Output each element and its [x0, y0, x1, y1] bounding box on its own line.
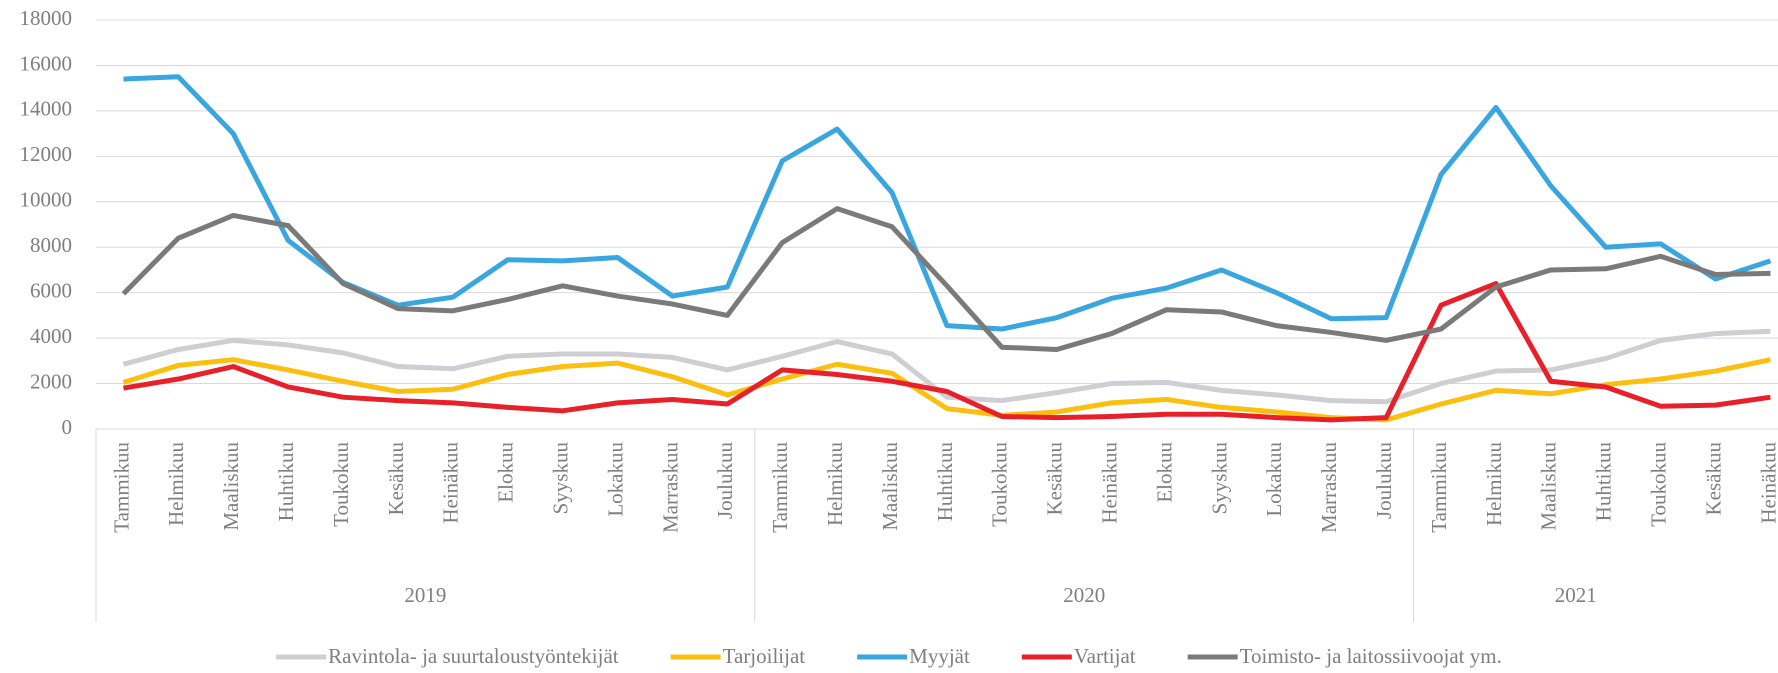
- x-tick-label: Helmikuu: [1482, 442, 1506, 526]
- x-tick-label: Marraskuu: [658, 442, 682, 533]
- series-line: [123, 74, 1772, 332]
- x-tick-label: Maaliskuu: [219, 442, 243, 531]
- y-tick-label: 8000: [30, 233, 72, 257]
- x-tick-label: Syyskuu: [548, 442, 572, 515]
- x-tick-label: Huhtikuu: [1592, 442, 1616, 522]
- x-tick-label: Kesäkuu: [384, 442, 408, 516]
- legend-item: Tarjoilijat: [670, 644, 806, 668]
- legend-item: Vartijat: [1021, 644, 1136, 668]
- y-tick-label: 0: [62, 415, 73, 439]
- series-line: [121, 206, 1771, 352]
- x-tick-label: Huhtikuu: [933, 442, 957, 522]
- legend-item: Toimisto- ja laitossiivoojat ym.: [1187, 644, 1502, 668]
- y-tick-label: 6000: [30, 278, 72, 302]
- plot-area: [121, 74, 1772, 423]
- x-tick-label: Syyskuu: [1207, 442, 1231, 515]
- series-line: [122, 328, 1771, 405]
- x-tick-label: Helmikuu: [164, 442, 188, 526]
- legend-label: Toimisto- ja laitossiivoojat ym.: [1240, 644, 1502, 668]
- x-tick-label: Elokuu: [1152, 442, 1176, 503]
- x-tick-label: Toukokuu: [1646, 442, 1670, 527]
- x-tick-label: Toukokuu: [988, 442, 1012, 527]
- legend: Ravintola- ja suurtaloustyöntekijät Tarjo…: [276, 644, 1502, 668]
- y-tick-label: 14000: [20, 97, 73, 121]
- x-tick-label: Kesäkuu: [1701, 442, 1725, 516]
- x-tick-label: Tammikuu: [1427, 442, 1451, 533]
- y-tick-label: 12000: [20, 142, 73, 166]
- year-label: 2021: [1555, 583, 1597, 607]
- y-tick-label: 2000: [30, 369, 72, 393]
- x-tick-label: Joulukuu: [1372, 442, 1396, 520]
- x-tick-label: Marraskuu: [1317, 442, 1341, 533]
- x-tick-label: Tammikuu: [109, 442, 133, 533]
- y-tick-label: 10000: [20, 188, 73, 212]
- legend-label: Vartijat: [1074, 644, 1136, 668]
- legend-label: Myyjät: [909, 644, 970, 668]
- x-tick-label: Toukokuu: [329, 442, 353, 527]
- series-line: [122, 357, 1771, 423]
- x-tick-label: Joulukuu: [713, 442, 737, 520]
- x-tick-label: Lokakuu: [1262, 442, 1286, 517]
- x-tick-label: Kesäkuu: [1043, 442, 1067, 516]
- x-tick-label: Heinäkuu: [439, 442, 463, 524]
- y-tick-label: 18000: [20, 6, 73, 30]
- legend-label: Tarjoilijat: [723, 644, 806, 668]
- x-tick-label: Lokakuu: [603, 442, 627, 517]
- x-tick-label: Helmikuu: [823, 442, 847, 526]
- x-tick-label: Huhtikuu: [274, 442, 298, 522]
- legend-item: Ravintola- ja suurtaloustyöntekijät: [276, 644, 619, 668]
- x-tick-label: Maaliskuu: [1537, 442, 1561, 531]
- x-tick-label: Elokuu: [494, 442, 518, 503]
- x-tick-label: Maaliskuu: [878, 442, 902, 531]
- series-line: [123, 281, 1771, 423]
- y-tick-label: 16000: [20, 51, 73, 75]
- legend-item: Myyjät: [857, 644, 970, 668]
- year-label: 2019: [404, 583, 446, 607]
- y-tick-label: 4000: [30, 324, 72, 348]
- year-label: 2020: [1063, 583, 1105, 607]
- x-tick-label: Heinäkuu: [1097, 442, 1121, 524]
- legend-label: Ravintola- ja suurtaloustyöntekijät: [328, 644, 619, 668]
- x-tick-label: Heinäkuu: [1756, 442, 1778, 524]
- x-tick-label: Tammikuu: [768, 442, 792, 533]
